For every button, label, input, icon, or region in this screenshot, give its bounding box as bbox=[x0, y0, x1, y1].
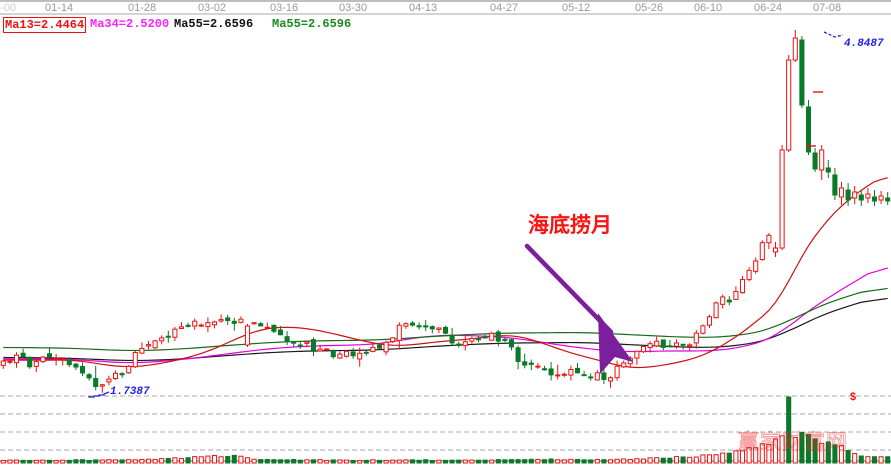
svg-text:$: $ bbox=[850, 391, 856, 403]
svg-text:海底捞月: 海底捞月 bbox=[528, 213, 612, 237]
svg-text:赢家财富网: 赢家财富网 bbox=[738, 431, 848, 454]
svg-text:1.7387: 1.7387 bbox=[110, 386, 150, 398]
svg-text:4.8487: 4.8487 bbox=[844, 38, 884, 50]
